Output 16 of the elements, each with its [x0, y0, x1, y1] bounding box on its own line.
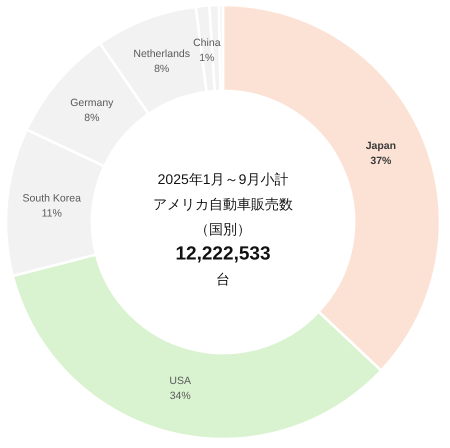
data-label: 8%: [154, 62, 170, 75]
slice-label: Japan: [366, 140, 396, 152]
slice-label: China: [193, 37, 221, 50]
slice-label: USA: [169, 375, 192, 388]
text: 台: [216, 271, 230, 287]
data-label: 34%: [170, 390, 191, 402]
slice-label: Netherlands: [133, 48, 190, 60]
data-label: 37%: [370, 155, 392, 168]
data-label: 11%: [42, 207, 62, 220]
slice-label: Germany: [70, 97, 114, 110]
slice-label: South Korea: [22, 192, 82, 204]
data-label: 1%: [199, 52, 214, 64]
text: 12,222,533: [175, 244, 271, 264]
data-label: 8%: [84, 112, 100, 124]
text: 2025年1月～9月小計: [158, 171, 288, 187]
text: アメリカ自動車販売数（国別）: [153, 196, 293, 237]
